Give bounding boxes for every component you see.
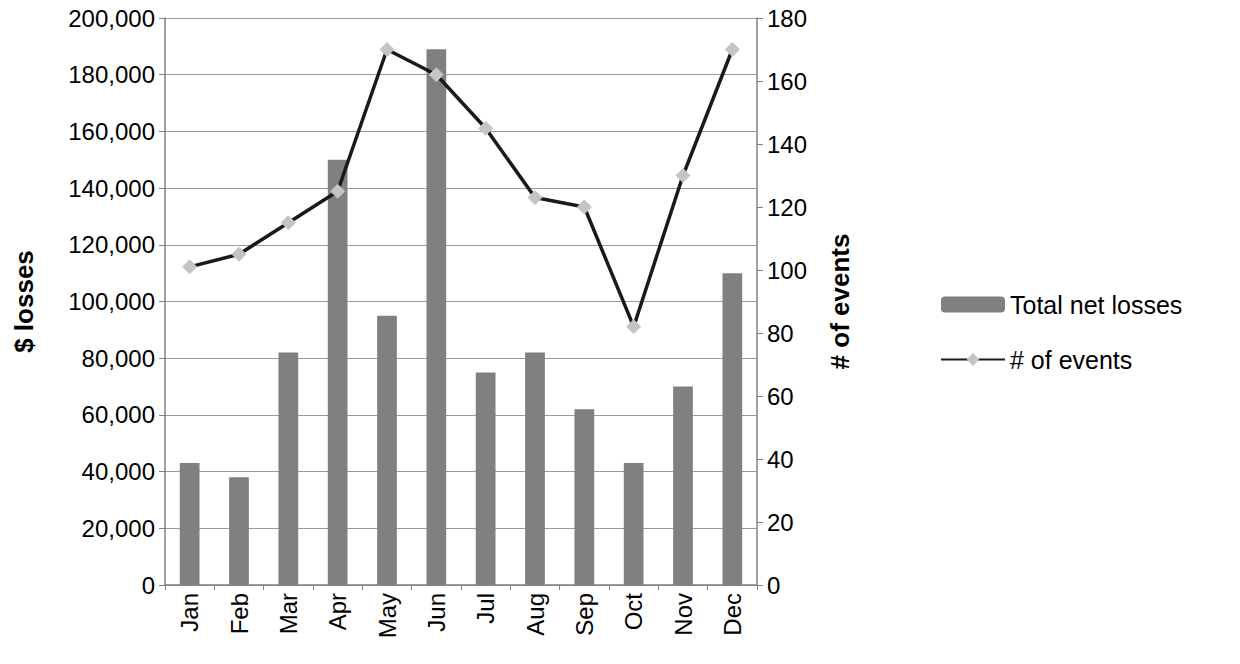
svg-text:40,000: 40,000 — [82, 458, 155, 485]
svg-text:Mar: Mar — [275, 593, 302, 634]
svg-text:Total net losses: Total net losses — [1010, 291, 1182, 319]
svg-text:# of events: # of events — [825, 234, 855, 370]
svg-text:May: May — [374, 593, 401, 638]
svg-text:Aug: Aug — [522, 593, 549, 636]
svg-text:Feb: Feb — [226, 593, 253, 634]
svg-text:0: 0 — [142, 572, 155, 599]
svg-text:Nov: Nov — [670, 593, 697, 636]
svg-text:200,000: 200,000 — [68, 5, 155, 32]
svg-text:Jan: Jan — [176, 593, 203, 632]
svg-text:120: 120 — [767, 194, 807, 221]
svg-text:180,000: 180,000 — [68, 61, 155, 88]
svg-text:$ losses: $ losses — [9, 250, 39, 353]
svg-text:Sep: Sep — [571, 593, 598, 636]
svg-text:160: 160 — [767, 68, 807, 95]
svg-text:80,000: 80,000 — [82, 345, 155, 372]
svg-text:40: 40 — [767, 446, 794, 473]
svg-text:120,000: 120,000 — [68, 231, 155, 258]
svg-text:100: 100 — [767, 257, 807, 284]
svg-text:60: 60 — [767, 383, 794, 410]
svg-text:20,000: 20,000 — [82, 515, 155, 542]
svg-text:Dec: Dec — [719, 593, 746, 636]
svg-text:20: 20 — [767, 509, 794, 536]
svg-text:100,000: 100,000 — [68, 288, 155, 315]
svg-text:Jun: Jun — [423, 593, 450, 632]
svg-text:140,000: 140,000 — [68, 175, 155, 202]
svg-text:80: 80 — [767, 320, 794, 347]
svg-text:60,000: 60,000 — [82, 401, 155, 428]
svg-text:180: 180 — [767, 5, 807, 32]
svg-text:Apr: Apr — [324, 593, 351, 630]
svg-text:0: 0 — [767, 572, 780, 599]
svg-text:Oct: Oct — [620, 593, 647, 631]
svg-text:140: 140 — [767, 131, 807, 158]
svg-text:160,000: 160,000 — [68, 118, 155, 145]
svg-text:Jul: Jul — [472, 593, 499, 624]
svg-text:# of events: # of events — [1010, 346, 1132, 374]
